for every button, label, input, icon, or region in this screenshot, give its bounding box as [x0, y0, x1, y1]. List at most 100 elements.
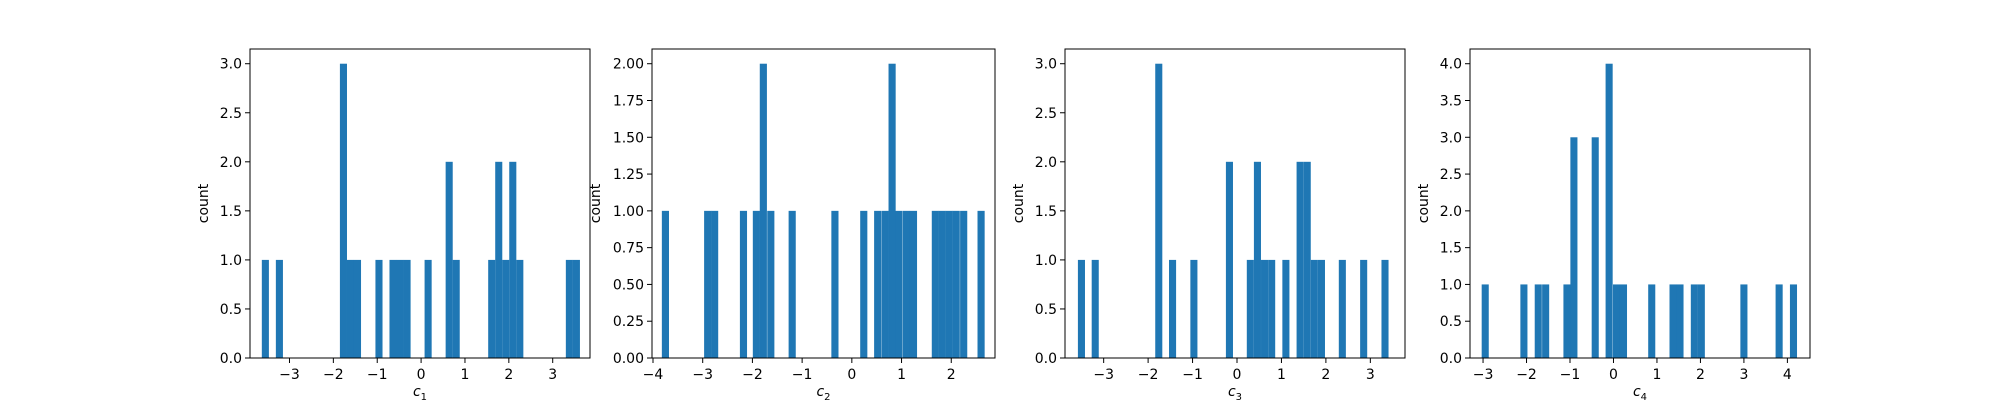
y-tick-label: 3.0	[1035, 57, 1057, 73]
histogram-bar	[788, 210, 796, 358]
x-tick-label: 0	[1609, 367, 1618, 383]
histogram-bar	[831, 210, 839, 358]
histogram-bar	[1246, 259, 1254, 358]
histogram-bar	[452, 259, 460, 358]
histogram-bar	[888, 63, 896, 359]
y-tick-label: 0.0	[1035, 351, 1057, 367]
histogram-bar	[339, 63, 347, 359]
y-tick-label: 4.0	[1440, 57, 1462, 73]
x-axis-label: c3	[1228, 384, 1242, 400]
histogram-bar	[759, 63, 767, 359]
y-tick-label: 2.00	[613, 57, 644, 73]
y-tick-label: 0.0	[1440, 351, 1462, 367]
histogram-bar	[1303, 161, 1311, 358]
histogram-bar	[1612, 284, 1621, 358]
histogram-bar	[874, 210, 882, 358]
y-tick-label: 2.0	[1035, 155, 1057, 171]
x-tick-label: −2	[323, 367, 344, 383]
histogram-bar	[495, 161, 503, 358]
histogram-bar	[1542, 284, 1550, 358]
histogram-bar	[1648, 284, 1656, 358]
histogram-bar	[1619, 284, 1628, 358]
histogram-bar	[1669, 284, 1677, 358]
y-axis-label: count	[196, 183, 212, 223]
histogram-bar	[488, 259, 496, 358]
x-axis-label: c1	[413, 384, 427, 400]
histogram-bar	[1282, 259, 1290, 358]
histogram-bar	[1261, 259, 1269, 358]
histogram-bar	[389, 259, 397, 358]
histogram-panel-c4: −3 −2 −1 0 1 2 3 4 0.0 0.5 1.0 1.5 2.0 2.5 3.0 3.5 4.0 co…	[1416, 48, 1811, 400]
x-tick-label: −1	[1182, 367, 1203, 383]
histogram-bar	[902, 210, 911, 358]
histogram-bar	[704, 210, 712, 358]
histogram-bar	[261, 259, 269, 358]
histogram-panel-c1: −3 −2 −1 0 1 2 3 0.0 0.5 1.0 1.5 2.0 2.5 3.0 count c1	[196, 48, 591, 400]
x-tick-label: −3	[1093, 367, 1114, 383]
x-tick-label: 2	[1321, 367, 1330, 383]
histogram-bar	[1253, 161, 1261, 358]
y-axis-label: count	[1416, 183, 1432, 223]
histogram-bar	[1268, 259, 1276, 358]
histogram-bar	[895, 210, 903, 358]
histogram-bar	[1190, 259, 1198, 358]
histogram-bar	[1155, 63, 1163, 359]
histogram-bar	[711, 210, 719, 358]
y-tick-label: 1.5	[1035, 204, 1057, 220]
histogram-bar	[938, 210, 946, 358]
histogram-bar	[1360, 259, 1368, 358]
histogram-bar	[1775, 284, 1783, 358]
x-tick-label: −3	[279, 367, 300, 383]
axes-frame	[651, 48, 996, 359]
x-tick-label: 4	[1783, 367, 1792, 383]
histogram-bar	[1296, 161, 1304, 358]
x-tick-label: −2	[1138, 367, 1159, 383]
histogram-panel-c3: −3 −2 −1 0 1 2 3 0.0 0.5 1.0 1.5 2.0 2.5 3.0 count c3	[1011, 48, 1406, 400]
x-tick-label: 1	[1277, 367, 1286, 383]
y-tick-label: 2.0	[220, 155, 242, 171]
histogram-bar	[1169, 259, 1177, 358]
y-tick-label: 1.25	[613, 167, 644, 183]
y-tick-label: 0.25	[613, 314, 644, 330]
y-tick-label: 0.0	[220, 351, 242, 367]
x-tick-label: −4	[643, 367, 664, 383]
x-tick-label: −2	[1516, 367, 1537, 383]
histogram-bar	[424, 259, 432, 358]
histogram-bar	[396, 259, 404, 358]
x-tick-label: 1	[897, 367, 906, 383]
y-tick-label: 1.0	[220, 253, 242, 269]
x-tick-label: 3	[1366, 367, 1375, 383]
y-axis-label: count	[588, 183, 604, 223]
histogram-bar	[509, 161, 517, 358]
x-tick-label: −2	[742, 367, 763, 383]
histogram-bar	[1534, 284, 1542, 358]
x-tick-label: 0	[847, 367, 856, 383]
histogram-bar	[1740, 284, 1748, 358]
histogram-bar	[1697, 284, 1705, 358]
histogram-bar	[860, 210, 868, 358]
y-tick-label: 0.5	[1440, 314, 1462, 330]
x-tick-label: 2	[504, 367, 513, 383]
histogram-bar	[1481, 284, 1489, 358]
histogram-bar	[1520, 284, 1528, 358]
x-tick-label: −3	[692, 367, 713, 383]
histogram-bar	[445, 161, 453, 358]
y-tick-label: 1.50	[613, 130, 644, 146]
histogram-bar	[881, 210, 889, 358]
axes-frame	[1469, 48, 1811, 359]
histogram-bar	[931, 210, 939, 358]
y-tick-label: 0.5	[1035, 302, 1057, 318]
histogram-bar	[516, 259, 524, 358]
histogram-bar	[909, 210, 918, 358]
histogram-bar	[1381, 259, 1389, 358]
histogram-bar	[1605, 63, 1613, 359]
x-tick-label: 0	[1233, 367, 1242, 383]
histogram-bar	[1570, 137, 1578, 358]
y-tick-label: 0.5	[220, 302, 242, 318]
y-tick-label: 0.75	[613, 241, 644, 257]
x-tick-label: 3	[1739, 367, 1748, 383]
histogram-bar	[1789, 284, 1798, 358]
histogram-bar	[767, 210, 775, 358]
histogram-bar	[952, 210, 960, 358]
histogram-bar	[1310, 259, 1318, 358]
